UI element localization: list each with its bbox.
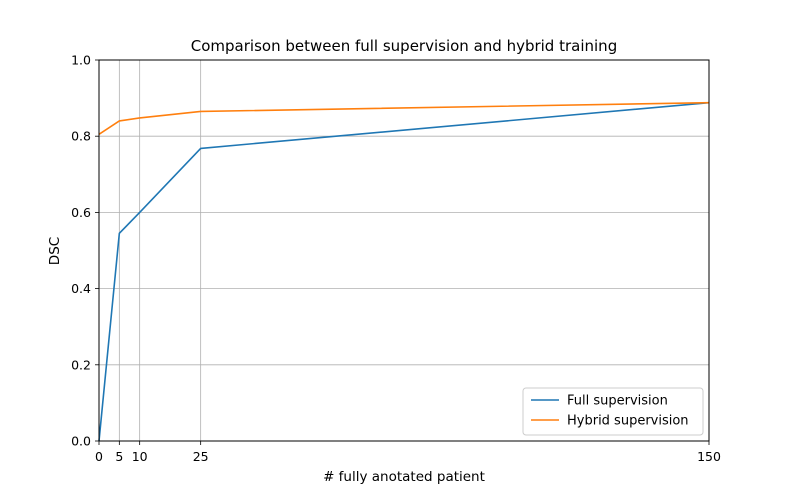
legend-label-hybrid-supervision: Hybrid supervision <box>567 414 689 429</box>
legend-box <box>522 387 704 436</box>
y-tick-label: 1.0 <box>71 53 91 68</box>
x-tick-label: 0 <box>95 449 103 464</box>
x-tick-label: 5 <box>115 449 123 464</box>
x-tick-label: 25 <box>193 449 209 464</box>
y-tick-label: 0.4 <box>71 281 91 296</box>
y-axis-label: DSC <box>47 237 63 265</box>
y-tick-label: 0.2 <box>71 357 91 372</box>
series-line-full-supervision <box>98 101 710 442</box>
x-axis-label: # fully anotated patient <box>323 469 485 485</box>
y-tick-label: 0.8 <box>71 129 91 144</box>
y-tick-label: 0.6 <box>71 205 91 220</box>
plot-frame <box>98 59 710 442</box>
legend: Full supervision Hybrid supervision <box>522 387 704 436</box>
y-axis-ticks: 0.0 0.2 0.4 0.6 0.8 1.0 <box>71 53 99 449</box>
y-tick-label: 0.0 <box>71 434 91 449</box>
series-lines <box>98 101 710 442</box>
chart-title: Comparison between full supervision and … <box>191 37 617 55</box>
x-tick-label: 10 <box>132 449 148 464</box>
legend-label-full-supervision: Full supervision <box>567 394 668 409</box>
x-tick-label: 150 <box>697 449 721 464</box>
x-axis-ticks: 0 5 10 25 150 <box>95 441 721 464</box>
series-line-hybrid-supervision <box>98 101 710 135</box>
